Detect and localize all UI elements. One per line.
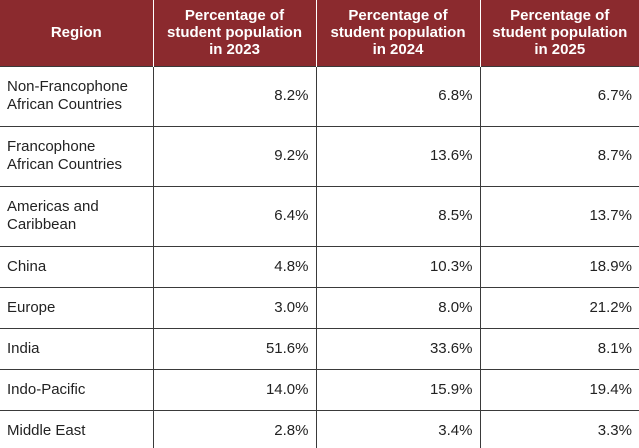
table-row: Francophone African Countries 9.2% 13.6%… (0, 125, 639, 186)
value-2024-cell: 33.6% (315, 327, 480, 369)
value-2024-cell: 10.3% (315, 245, 480, 287)
value-2025-cell: 21.2% (479, 286, 639, 328)
value-2023-cell: 51.6% (152, 327, 316, 369)
value-2023-cell: 2.8% (152, 409, 316, 448)
table-body: Non-Francophone African Countries 8.2% 6… (0, 65, 639, 448)
header-region: Region (0, 0, 153, 66)
value-2023-cell: 9.2% (152, 125, 316, 186)
value-2025-cell: 8.7% (479, 125, 639, 186)
table-row: Europe 3.0% 8.0% 21.2% (0, 286, 639, 328)
value-2025-cell: 6.7% (479, 65, 639, 126)
value-2025-cell: 19.4% (479, 368, 639, 410)
header-2025: Percentage of student population in 2025 (479, 0, 639, 66)
table-row: China 4.8% 10.3% 18.9% (0, 245, 639, 287)
header-2024: Percentage of student population in 2024 (315, 0, 480, 66)
region-cell: China (0, 245, 153, 287)
value-2023-cell: 6.4% (152, 185, 316, 246)
table-row: Indo-Pacific 14.0% 15.9% 19.4% (0, 368, 639, 410)
table-row: India 51.6% 33.6% 8.1% (0, 327, 639, 369)
value-2025-cell: 3.3% (479, 409, 639, 448)
value-2024-cell: 15.9% (315, 368, 480, 410)
value-2023-cell: 3.0% (152, 286, 316, 328)
value-2025-cell: 18.9% (479, 245, 639, 287)
region-cell: Non-Francophone African Countries (0, 65, 153, 126)
value-2023-cell: 8.2% (152, 65, 316, 126)
value-2023-cell: 14.0% (152, 368, 316, 410)
region-cell: Middle East (0, 409, 153, 448)
value-2024-cell: 3.4% (315, 409, 480, 448)
table-row: Americas and Caribbean 6.4% 8.5% 13.7% (0, 185, 639, 246)
region-cell: Francophone African Countries (0, 125, 153, 186)
region-cell: Americas and Caribbean (0, 185, 153, 246)
value-2024-cell: 13.6% (315, 125, 480, 186)
region-cell: India (0, 327, 153, 369)
region-cell: Indo-Pacific (0, 368, 153, 410)
header-2023: Percentage of student population in 2023 (152, 0, 316, 66)
value-2025-cell: 8.1% (479, 327, 639, 369)
table-row: Middle East 2.8% 3.4% 3.3% (0, 409, 639, 448)
value-2024-cell: 8.5% (315, 185, 480, 246)
value-2024-cell: 8.0% (315, 286, 480, 328)
value-2024-cell: 6.8% (315, 65, 480, 126)
value-2025-cell: 13.7% (479, 185, 639, 246)
value-2023-cell: 4.8% (152, 245, 316, 287)
header-row: Region Percentage of student population … (0, 0, 639, 66)
table-header: Region Percentage of student population … (0, 0, 639, 66)
table-row: Non-Francophone African Countries 8.2% 6… (0, 65, 639, 126)
region-cell: Europe (0, 286, 153, 328)
